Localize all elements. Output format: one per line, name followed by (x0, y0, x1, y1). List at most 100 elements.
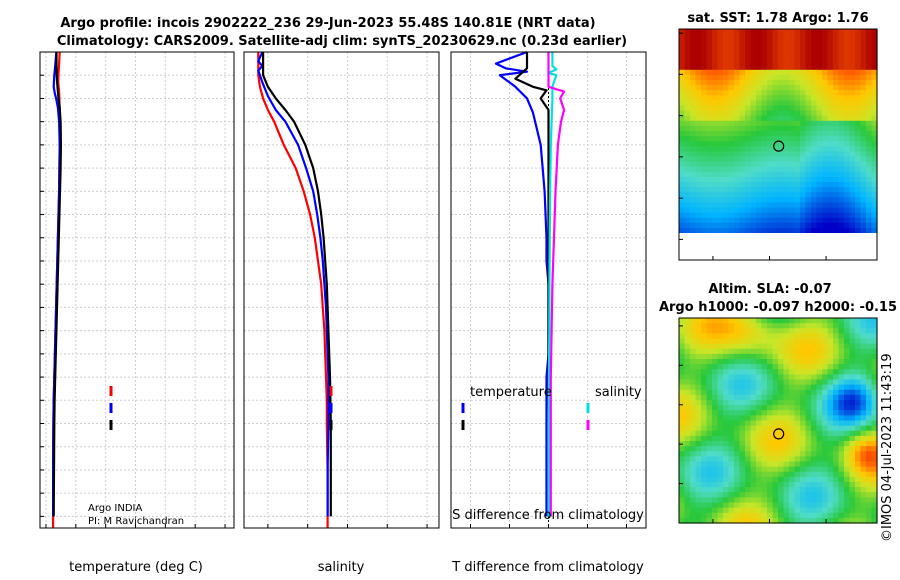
heatmap-cell (833, 446, 840, 452)
heatmap-cell (833, 318, 840, 324)
heatmap-cell (739, 512, 746, 519)
heatmap-cell (816, 348, 823, 355)
heatmap-cell (690, 212, 697, 219)
heatmap-cell (728, 430, 735, 437)
heatmap-cell (794, 507, 801, 514)
heatmap-cell (706, 105, 713, 112)
heatmap-cell (706, 85, 713, 91)
heatmap-cell (778, 146, 785, 152)
heatmap-cell (772, 39, 779, 45)
heatmap-cell (794, 125, 801, 132)
heatmap-cell (739, 176, 746, 183)
heatmap-cell (789, 482, 796, 488)
heatmap-cell (717, 410, 724, 416)
heatmap-cell (690, 131, 697, 137)
heatmap-cell (756, 328, 763, 334)
heatmap-cell (712, 384, 719, 391)
heatmap-cell (866, 410, 873, 416)
heatmap-cell (860, 217, 867, 224)
heatmap-cell (800, 512, 807, 519)
heatmap-cell (679, 364, 686, 370)
heatmap-cell (706, 420, 713, 427)
heatmap-cell (849, 202, 856, 209)
heatmap-cell (734, 59, 741, 66)
heatmap-cell (745, 90, 752, 96)
heatmap-cell (822, 323, 829, 329)
heatmap-cell (701, 471, 708, 478)
heatmap-cell (816, 364, 823, 370)
heatmap-cell (794, 394, 801, 401)
heatmap-cell (849, 507, 856, 514)
heatmap-cell (690, 374, 697, 381)
heatmap-cell (756, 394, 763, 401)
heatmap-cell (701, 435, 708, 442)
heatmap-cell (756, 482, 763, 488)
heatmap-cell (866, 456, 873, 463)
heatmap-cell (855, 182, 862, 188)
heatmap-cell (717, 394, 724, 401)
heatmap-cell (849, 176, 856, 183)
heatmap-cell (761, 512, 768, 519)
heatmap-cell (695, 512, 702, 519)
heatmap-cell (745, 49, 752, 56)
heatmap-cell (816, 110, 823, 117)
heatmap-cell (723, 400, 730, 406)
heatmap-cell (684, 95, 691, 101)
heatmap-cell (849, 446, 856, 452)
heatmap-cell (860, 146, 867, 152)
heatmap-cell (789, 441, 796, 447)
heatmap-cell (789, 502, 796, 509)
heatmap-cell (717, 420, 724, 427)
heatmap-cell (783, 502, 790, 509)
heatmap-cell (866, 430, 873, 437)
heatmap-cell (855, 44, 862, 50)
heatmap-cell (827, 115, 834, 122)
heatmap-cell (811, 451, 818, 457)
heatmap-cell (706, 379, 713, 386)
heatmap-cell (750, 115, 757, 122)
heatmap-cell (778, 323, 785, 329)
heatmap-cell (789, 425, 796, 432)
heatmap-cell (706, 456, 713, 463)
heatmap-cell (789, 405, 796, 411)
heatmap-cell (717, 115, 724, 122)
heatmap-cell (772, 415, 779, 422)
heatmap-cell (860, 166, 867, 173)
heatmap-cell (800, 125, 807, 132)
heatmap-cell (816, 461, 823, 468)
heatmap-cell (734, 141, 741, 147)
heatmap-cell (745, 338, 752, 345)
heatmap-cell (734, 405, 741, 411)
heatmap-cell (679, 64, 686, 71)
heatmap-cell (816, 187, 823, 193)
heatmap-cell (800, 364, 807, 370)
heatmap-cell (794, 192, 801, 198)
heatmap-cell (756, 212, 763, 219)
figure-title-line2: Climatology: CARS2009. Satellite-adj cli… (57, 34, 627, 49)
heatmap-cell (767, 120, 774, 127)
heatmap-cell (728, 29, 735, 35)
heatmap-cell (761, 115, 768, 122)
heatmap-cell (690, 95, 697, 101)
heatmap-cell (679, 328, 686, 334)
heatmap-cell (679, 456, 686, 463)
difference-panel: S difference from climatology T differen… (450, 50, 647, 575)
heatmap-cell (695, 379, 702, 386)
heatmap-cell (860, 476, 867, 483)
heatmap-cell (805, 482, 812, 488)
heatmap-cell (750, 34, 757, 40)
heatmap-cell (794, 90, 801, 96)
heatmap-cell (866, 476, 873, 483)
heatmap-cell (844, 446, 851, 452)
heatmap-cell (750, 461, 757, 468)
heatmap-cell (822, 212, 829, 219)
heatmap-cell (871, 227, 878, 234)
heatmap-cell (723, 456, 730, 463)
heatmap-cell (761, 141, 768, 147)
heatmap-cell (794, 171, 801, 178)
heatmap-cell (794, 115, 801, 122)
heatmap-cell (679, 517, 686, 524)
sst-map-blank-strip (679, 233, 877, 260)
heatmap-cell (739, 171, 746, 178)
heatmap-cell (772, 338, 779, 345)
